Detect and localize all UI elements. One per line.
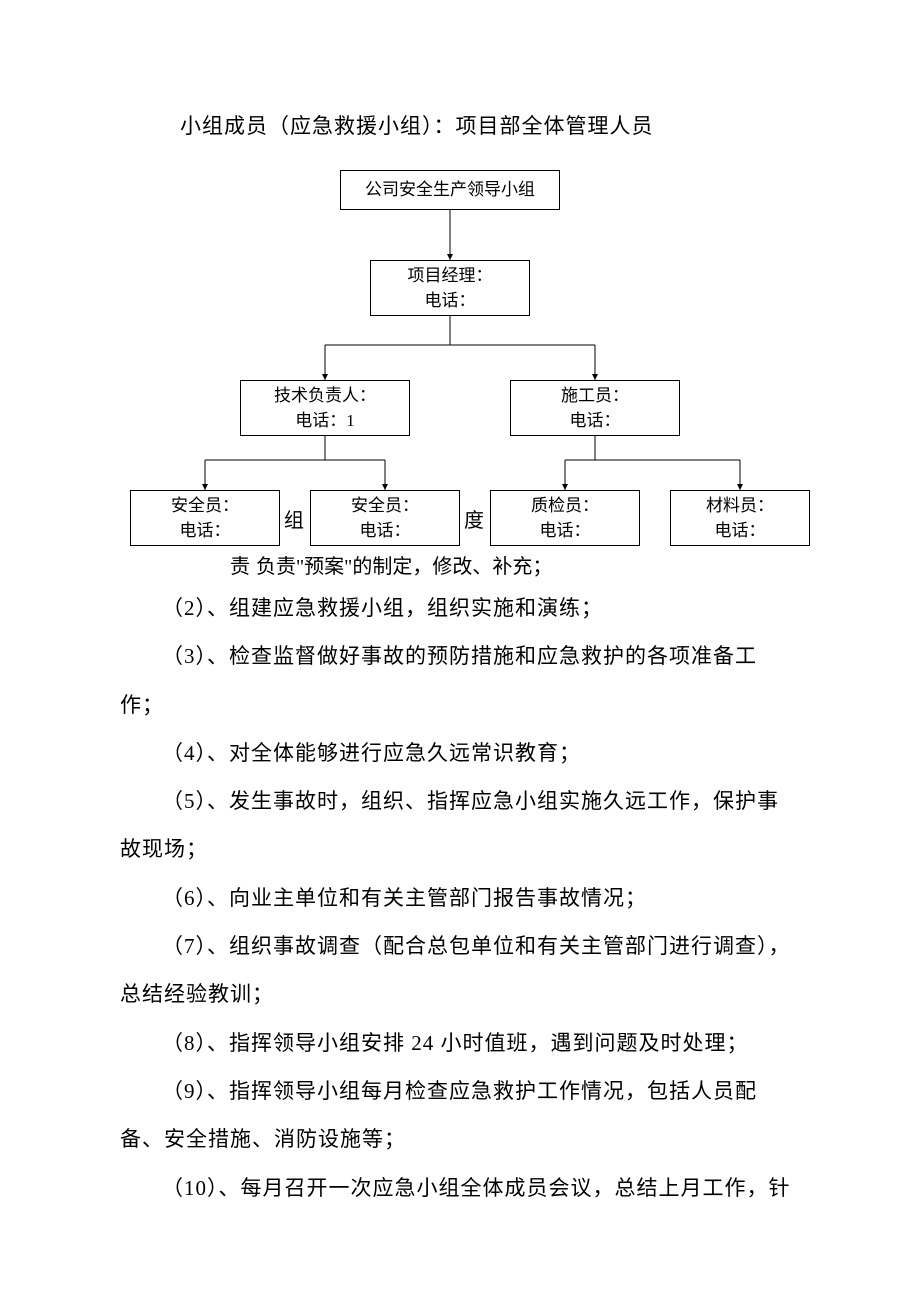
node-line1: 技术负责人： bbox=[274, 383, 376, 409]
org-chart: 组 度 责 负责"预案"的制定，修改、补充； bbox=[130, 170, 810, 560]
para-7: （7）、组织事故调查（配合总包单位和有关主管部门进行调查），总结经验教训； bbox=[120, 922, 800, 1019]
node-line2: 电话： bbox=[180, 518, 231, 544]
para-10: （10）、每月召开一次应急小组全体成员会议，总结上月工作，针 bbox=[120, 1164, 800, 1212]
node-line1: 项目经理： bbox=[408, 263, 493, 289]
node-line2: 电话： bbox=[360, 518, 411, 544]
node-label: 公司安全生产领导小组 bbox=[365, 177, 535, 203]
node-line2: 电话： bbox=[570, 408, 621, 434]
node-construction: 施工员： 电话： bbox=[510, 380, 680, 436]
para-6: （6）、向业主单位和有关主管部门报告事故情况； bbox=[120, 874, 800, 922]
para-4: （4）、对全体能够进行应急久远常识教育； bbox=[120, 729, 800, 777]
para-8: （8）、指挥领导小组安排 24 小时值班，遇到问题及时处理； bbox=[120, 1019, 800, 1067]
node-line2: 电话： bbox=[715, 518, 766, 544]
node-line2: 电话： bbox=[540, 518, 591, 544]
node-line1: 材料员： bbox=[706, 493, 774, 519]
section-title: 小组成员（应急救援小组）：项目部全体管理人员 bbox=[180, 110, 800, 140]
para-3: （3）、检查监督做好事故的预防措施和应急救护的各项准备工作； bbox=[120, 632, 800, 729]
node-tech-lead: 技术负责人： 电话：1 bbox=[240, 380, 410, 436]
node-quality: 质检员： 电话： bbox=[490, 490, 640, 546]
para-2: （2）、组建应急救援小组，组织实施和演练； bbox=[120, 584, 800, 632]
node-line1: 安全员： bbox=[171, 493, 239, 519]
para-5: （5）、发生事故时，组织、指挥应急小组实施久远工作，保护事故现场； bbox=[120, 777, 800, 874]
node-line1: 质检员： bbox=[531, 493, 599, 519]
node-material: 材料员： 电话： bbox=[670, 490, 810, 546]
node-line1: 施工员： bbox=[561, 383, 629, 409]
body-text: （2）、组建应急救援小组，组织实施和演练； （3）、检查监督做好事故的预防措施和… bbox=[120, 584, 800, 1212]
node-project-manager: 项目经理： 电话： bbox=[370, 260, 530, 316]
para-9: （9）、指挥领导小组每月检查应急救护工作情况，包括人员配备、安全措施、消防设施等… bbox=[120, 1067, 800, 1164]
node-line1: 安全员： bbox=[351, 493, 419, 519]
node-safety-1: 安全员： 电话： bbox=[130, 490, 280, 546]
document-page: 小组成员（应急救援小组）：项目部全体管理人员 组 度 责 负责"预案"的制定，修… bbox=[0, 0, 920, 1212]
node-line2: 电话：1 bbox=[295, 408, 355, 434]
node-safety-2: 安全员： 电话： bbox=[310, 490, 460, 546]
node-line2: 电话： bbox=[425, 288, 476, 314]
node-company-group: 公司安全生产领导小组 bbox=[340, 170, 560, 210]
